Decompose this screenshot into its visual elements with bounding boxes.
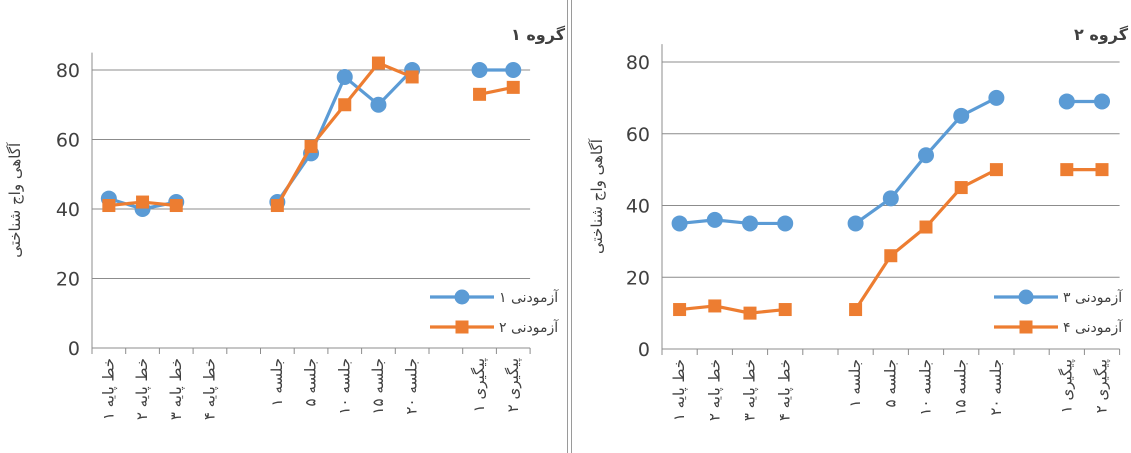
data-point (405, 70, 419, 84)
x-tick-label-8: جلسه ۱۵ (369, 358, 387, 415)
data-point (1094, 93, 1110, 110)
data-point (270, 199, 284, 213)
x-tick-label-12: پیگیری ۲ (504, 358, 523, 412)
y-tick-label-40: 40 (56, 199, 80, 221)
data-point (778, 303, 792, 317)
legend-label-1: آزمودنی ۱ (499, 289, 559, 306)
data-point (708, 299, 722, 313)
data-point (743, 306, 757, 320)
legend-label-2: آزمودنی ۲ (499, 319, 559, 336)
legend-marker-2 (1019, 320, 1033, 334)
x-tick-label-0: خط پایه ۱ (99, 358, 118, 420)
data-point (336, 68, 353, 85)
y-axis-label: آگاهی واج شناختی (6, 142, 25, 258)
data-point (505, 62, 522, 78)
x-tick-label-0: خط پایه ۱ (670, 359, 689, 421)
data-point (673, 303, 687, 317)
chart-title: گروه ۱ (511, 25, 566, 44)
data-point (706, 211, 723, 228)
data-point (169, 199, 183, 213)
data-point (919, 220, 933, 234)
series-2 (102, 56, 520, 213)
data-point (473, 87, 487, 101)
y-tick-label-0: 0 (638, 339, 650, 361)
series-1 (671, 89, 1110, 232)
data-point (1095, 163, 1109, 177)
x-tick-label-5: جلسه ۱ (846, 359, 864, 408)
y-axis-label: آگاهی واج شناختی (588, 138, 607, 254)
legend-marker-1 (454, 289, 470, 305)
y-tick-label-60: 60 (626, 124, 650, 146)
x-tick-label-1: خط پایه ۲ (705, 359, 724, 421)
y-tick-label-80: 80 (626, 52, 650, 74)
data-point (954, 181, 968, 195)
data-point (370, 96, 387, 113)
x-tick-label-6: جلسه ۵ (881, 359, 899, 408)
data-point (371, 56, 385, 70)
x-tick-label-12: پیگیری ۲ (1093, 359, 1112, 413)
x-tick-label-2: خط پایه ۳ (167, 358, 186, 420)
data-point (777, 215, 794, 232)
x-tick-label-5: جلسه ۱ (268, 358, 286, 407)
y-tick-label-40: 40 (626, 196, 650, 218)
x-tick-label-9: جلسه ۲۰ (403, 358, 421, 415)
panel-divider (567, 0, 572, 453)
data-point (884, 249, 898, 263)
data-point (1060, 163, 1074, 177)
data-point (338, 98, 352, 112)
x-tick-label-11: پیگیری ۱ (470, 358, 489, 412)
y-tick-label-20: 20 (626, 267, 650, 289)
series-line (679, 218, 786, 226)
data-point (471, 62, 488, 78)
x-tick-label-9: جلسه ۲۰ (987, 359, 1005, 416)
series-line (679, 304, 786, 315)
legend-marker-1 (1018, 289, 1034, 305)
x-tick-label-6: جلسه ۵ (302, 358, 320, 407)
data-point (102, 199, 116, 213)
data-point (918, 147, 934, 164)
data-point (506, 80, 520, 94)
data-point (742, 215, 758, 232)
y-tick-label-0: 0 (68, 338, 80, 360)
data-point (953, 107, 970, 124)
x-tick-label-2: خط پایه ۳ (741, 359, 760, 421)
x-tick-label-3: خط پایه ۴ (200, 358, 219, 420)
y-tick-label-20: 20 (56, 269, 80, 291)
data-point (304, 139, 318, 153)
y-tick-label-80: 80 (56, 60, 80, 82)
series-line (854, 168, 998, 311)
data-point (882, 190, 899, 207)
data-point (136, 195, 150, 209)
data-point (671, 215, 688, 232)
data-point (989, 163, 1003, 177)
chart-group-2: 0 20 40 60 80 خط پایه ۱ خط پایه ۲ خط پایه ۳ خط پ… (588, 25, 1129, 421)
chart-panel-group-1: 0 20 40 60 80 خط پایه ۱ خط پایه ۲ خط پایه ۳ خط پ… (6, 25, 566, 421)
data-point (847, 215, 864, 232)
chart-title: گروه ۲ (1074, 25, 1129, 44)
legend-marker-2 (455, 320, 469, 334)
legend-label-1: آزمودنی ۳ (1063, 289, 1123, 306)
data-point (849, 303, 863, 317)
chart-group-1: 0 20 40 60 80 خط پایه ۱ خط پایه ۲ خط پایه ۳ خط پ… (6, 25, 566, 420)
x-tick-label-7: جلسه ۱۰ (917, 359, 935, 416)
y-tick-label-60: 60 (56, 130, 80, 152)
x-tick-label-1: خط پایه ۲ (133, 358, 152, 420)
data-point (988, 89, 1005, 106)
x-tick-label-11: پیگیری ۱ (1057, 359, 1076, 413)
legend-label-2: آزمودنی ۴ (1063, 319, 1123, 336)
data-point (1058, 93, 1075, 110)
chart-panel-group-2: 0 20 40 60 80 خط پایه ۱ خط پایه ۲ خط پایه ۳ خط پ… (572, 0, 1131, 453)
x-tick-label-8: جلسه ۱۵ (952, 359, 970, 416)
x-tick-label-7: جلسه ۱۰ (335, 358, 353, 415)
series-line (276, 68, 414, 203)
x-tick-label-3: خط پایه ۴ (776, 359, 795, 421)
series-2 (673, 163, 1109, 320)
